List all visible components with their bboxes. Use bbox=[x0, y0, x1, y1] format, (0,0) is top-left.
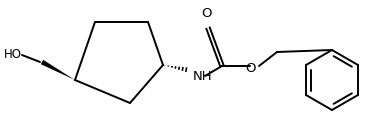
Text: HO: HO bbox=[4, 49, 22, 61]
Text: O: O bbox=[202, 7, 212, 20]
Polygon shape bbox=[41, 60, 75, 80]
Text: NH: NH bbox=[193, 69, 212, 83]
Text: O: O bbox=[246, 61, 256, 75]
